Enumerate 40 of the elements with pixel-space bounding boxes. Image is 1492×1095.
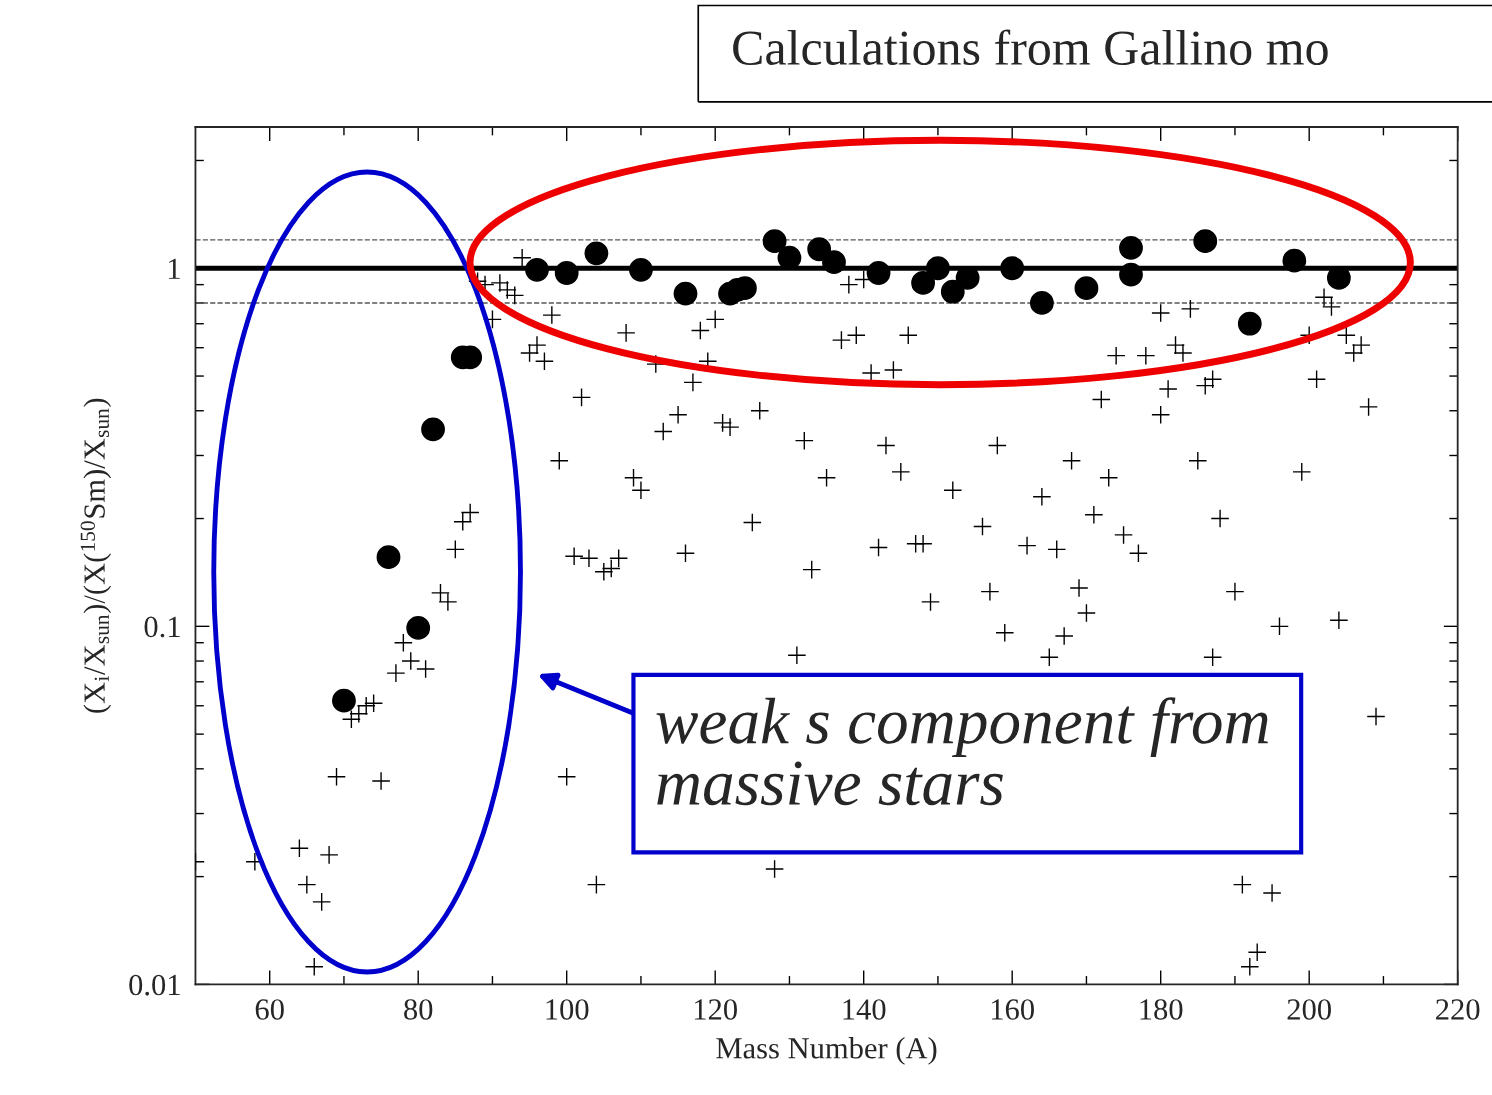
point xyxy=(1282,248,1307,273)
point xyxy=(1119,262,1143,287)
y-tick-label: 0.01 xyxy=(129,974,180,996)
x-tick-label: 180 xyxy=(1140,999,1183,1020)
x-tick-label: 80 xyxy=(404,999,433,1020)
point xyxy=(926,256,950,281)
text: (X$_{i}$/X$_{sun}$)/(X($^{150}$Sm)/X$_{sun}$) xyxy=(80,398,112,713)
point xyxy=(332,688,356,713)
point xyxy=(629,257,653,282)
x-tick-label: 140 xyxy=(843,999,886,1020)
point xyxy=(1119,235,1143,260)
point xyxy=(1193,229,1218,254)
chart-title: Calculations from Gallino mo xyxy=(733,29,1328,66)
x-tick-label: 160 xyxy=(991,999,1034,1020)
x-tick-label: 220 xyxy=(1436,999,1480,1020)
annotation: weak s component from massive stars xyxy=(656,697,1268,806)
point xyxy=(1074,276,1099,301)
x-tick-label: 60 xyxy=(255,999,284,1020)
x-tick-label: 120 xyxy=(694,999,737,1020)
point xyxy=(822,250,846,275)
point xyxy=(525,257,549,282)
point xyxy=(1029,291,1054,315)
point xyxy=(911,271,935,295)
x-tick-label: 100 xyxy=(546,999,589,1020)
point xyxy=(1237,311,1262,336)
x-tick-label: 200 xyxy=(1287,999,1331,1020)
point xyxy=(1000,256,1025,281)
x-axis-title: Mass Number (A) xyxy=(716,1037,937,1065)
point xyxy=(762,229,787,254)
point xyxy=(406,616,431,640)
point xyxy=(584,241,609,266)
point xyxy=(866,261,891,285)
point xyxy=(807,237,832,262)
point xyxy=(421,417,445,442)
point xyxy=(376,545,401,570)
point xyxy=(940,279,965,304)
y-tick-label: 0.1 xyxy=(144,616,180,638)
point xyxy=(554,261,579,285)
point xyxy=(673,281,698,306)
y-tick-label: 1 xyxy=(168,258,180,279)
